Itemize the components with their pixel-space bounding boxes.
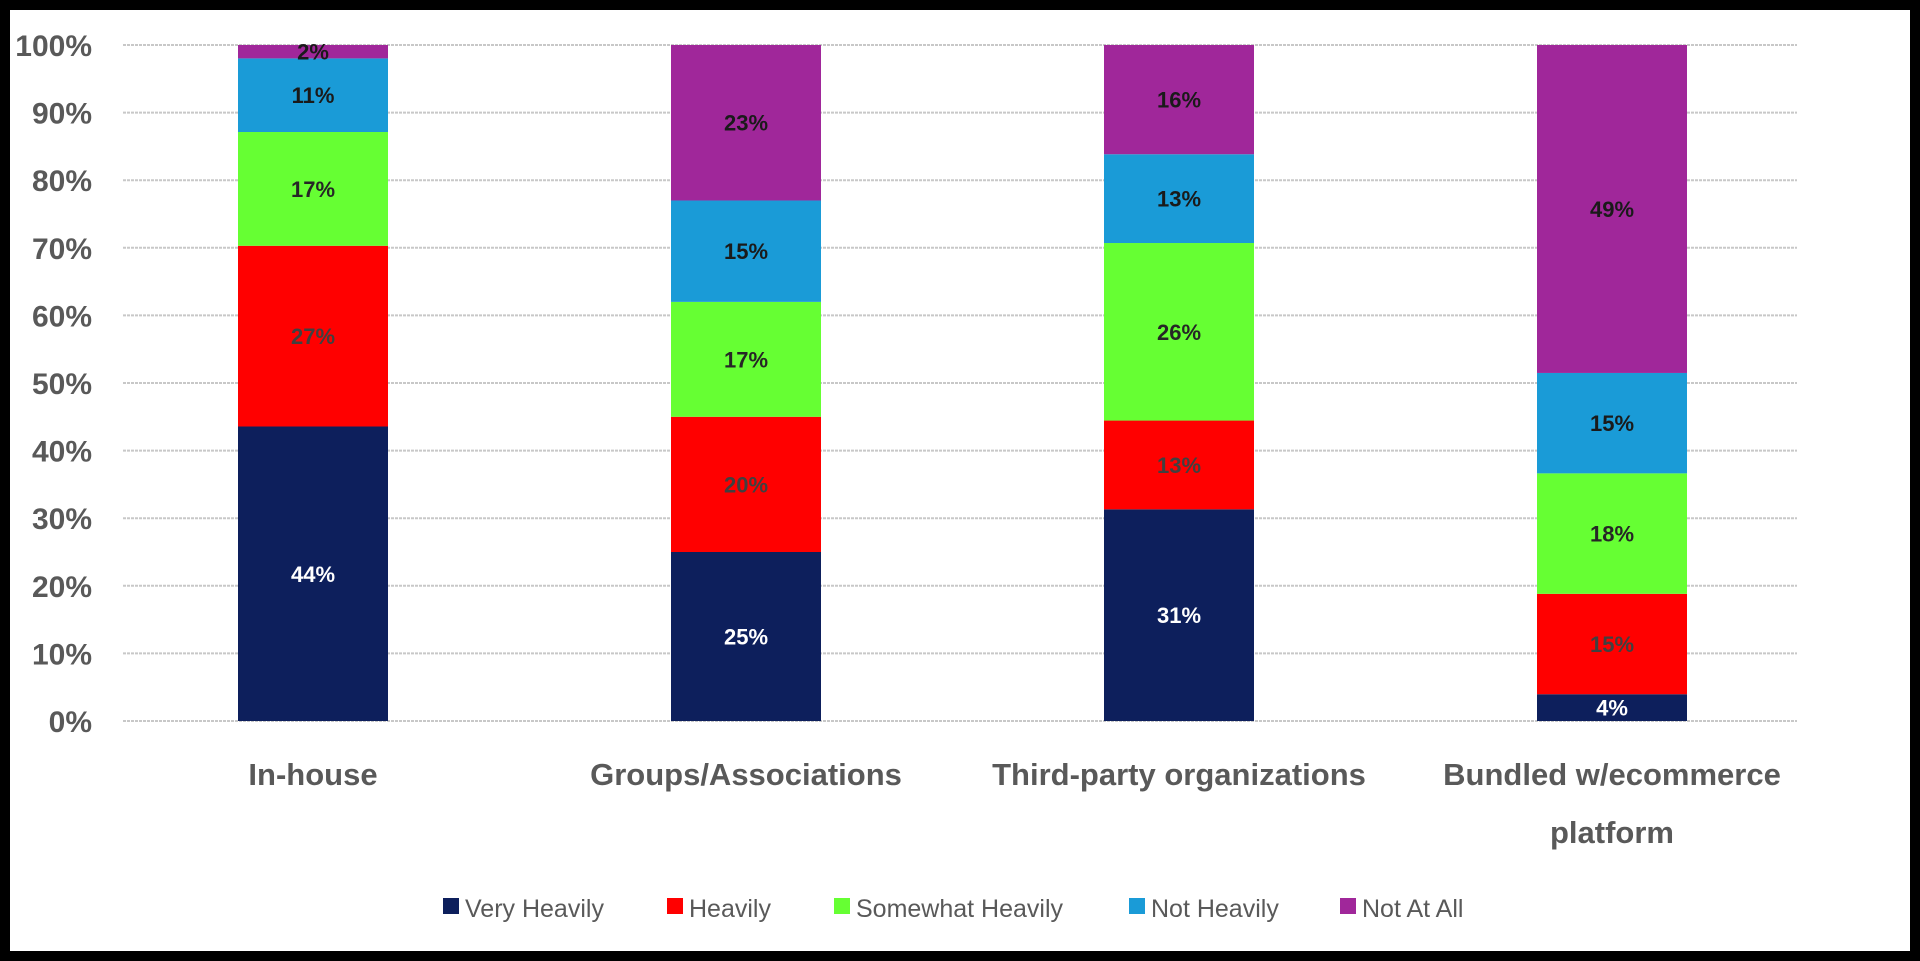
bar-segment-not-heavily xyxy=(671,200,821,302)
data-label: 18% xyxy=(1590,522,1634,547)
bar-segment-heavily xyxy=(238,245,388,427)
bar-segment-not-heavily xyxy=(238,58,388,133)
bar-segment-not-at-all xyxy=(1104,45,1254,155)
y-tick-label: 100% xyxy=(15,30,92,63)
y-tick-label: 90% xyxy=(32,98,92,131)
legend-label: Heavily xyxy=(689,895,771,923)
data-label: 13% xyxy=(1157,187,1201,212)
bar-segment-very-heavily xyxy=(1537,694,1687,721)
category-label: Groups/Associations xyxy=(590,757,902,792)
bar-segment-heavily xyxy=(671,416,821,552)
legend-label: Somewhat Heavily xyxy=(856,895,1064,923)
bar-segment-heavily xyxy=(1537,593,1687,695)
data-label: 44% xyxy=(291,562,335,587)
data-label: 16% xyxy=(1157,88,1201,113)
data-label: 26% xyxy=(1157,320,1201,345)
bar-segment-not-at-all xyxy=(1537,45,1687,373)
data-label: 20% xyxy=(724,472,768,497)
category-label: In-house xyxy=(248,757,377,792)
data-label: 17% xyxy=(724,347,768,372)
y-tick-label: 20% xyxy=(32,571,92,604)
bar-segment-heavily xyxy=(1104,420,1254,510)
category-label: platform xyxy=(1550,815,1674,850)
bar-segment-somewhat-heavily xyxy=(671,301,821,417)
legend-swatch xyxy=(1129,898,1145,914)
bar-segment-not-at-all xyxy=(671,45,821,201)
bar-segment-not-heavily xyxy=(1537,372,1687,474)
data-label: 11% xyxy=(292,83,335,108)
data-label: 15% xyxy=(724,239,768,264)
y-tick-label: 30% xyxy=(32,503,92,536)
legend-swatch xyxy=(443,898,459,914)
bar-segment-somewhat-heavily xyxy=(1104,243,1254,421)
data-label: 17% xyxy=(291,177,335,202)
bar-segment-not-heavily xyxy=(1104,154,1254,244)
data-label: 49% xyxy=(1590,197,1634,222)
data-label: 15% xyxy=(1590,632,1634,657)
legend-swatch xyxy=(667,898,683,914)
bar-segment-very-heavily xyxy=(238,426,388,721)
data-label: 27% xyxy=(291,324,335,349)
stacked-bar-chart: 0% 10% 20% 30% 40% 50% 60% 70% 80% 90% 100% 44% 27% 1… xyxy=(15,30,1797,923)
data-label: 2% xyxy=(297,40,329,65)
bar-segment-somewhat-heavily xyxy=(238,132,388,246)
y-tick-label: 80% xyxy=(32,165,92,198)
bar-segment-not-at-all xyxy=(238,45,388,59)
legend-label: Not At All xyxy=(1362,895,1463,923)
bar-segment-very-heavily xyxy=(1104,509,1254,721)
category-label: Third-party organizations xyxy=(992,757,1366,792)
bar-segment-very-heavily xyxy=(671,552,821,721)
legend-swatch xyxy=(1340,898,1356,914)
y-tick-label: 70% xyxy=(32,233,92,266)
bar-segment-somewhat-heavily xyxy=(1537,473,1687,594)
y-tick-label: 40% xyxy=(32,436,92,469)
data-label: 13% xyxy=(1157,453,1201,478)
y-tick-label: 60% xyxy=(32,300,92,333)
y-tick-label: 0% xyxy=(49,706,92,739)
category-label: Bundled w/ecommerce xyxy=(1443,757,1781,792)
data-label: 15% xyxy=(1590,411,1634,436)
data-label: 31% xyxy=(1157,603,1201,628)
data-label: 25% xyxy=(724,625,768,650)
y-tick-label: 10% xyxy=(32,638,92,671)
legend-swatch xyxy=(834,898,850,914)
data-label: 23% xyxy=(724,111,768,136)
legend-label: Not Heavily xyxy=(1151,895,1279,923)
legend-label: Very Heavily xyxy=(465,895,604,923)
y-tick-label: 50% xyxy=(32,368,92,401)
data-label: 4% xyxy=(1596,696,1628,721)
